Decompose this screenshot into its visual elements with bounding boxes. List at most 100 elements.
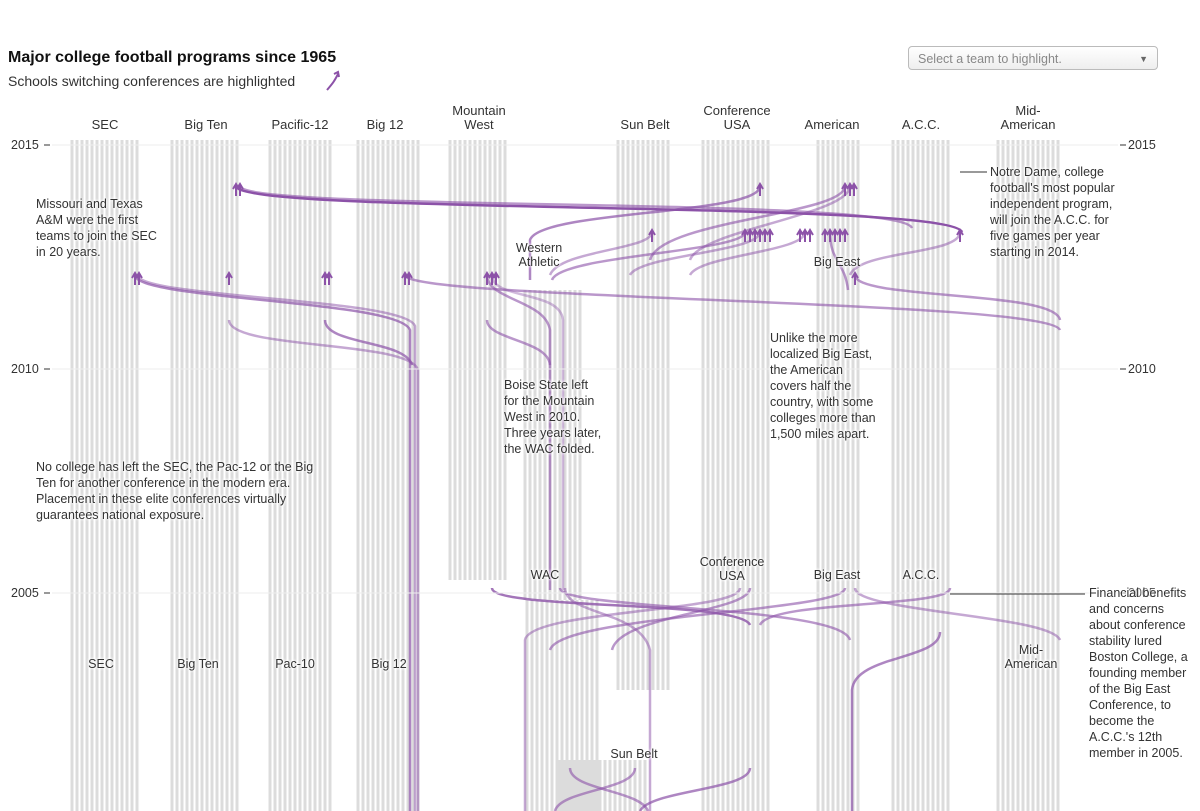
switch-line xyxy=(550,231,747,281)
annotation-line: football's most popular xyxy=(990,181,1115,195)
column-header: A.C.C. xyxy=(901,117,941,132)
select-caret: ▼ xyxy=(1139,54,1148,64)
switch-line xyxy=(610,587,752,651)
annotation-line: Boston College, a xyxy=(1089,650,1188,664)
chart-subtitle: Schools switching conferences are highli… xyxy=(8,73,296,89)
annotation-line: A&M were the first xyxy=(36,213,139,227)
annotation-line: West in 2010. xyxy=(504,410,581,424)
annotation-line: 1,500 miles apart. xyxy=(770,427,870,441)
period-label: WAC xyxy=(530,568,560,582)
period-label: Sun Belt xyxy=(610,747,658,761)
column-header: Big 12 xyxy=(366,117,404,132)
annotation-line: in 20 years. xyxy=(36,245,101,259)
column-header: Conference USA xyxy=(703,103,771,132)
switch-line xyxy=(528,185,762,280)
switch-arrow xyxy=(325,271,333,285)
annotation-line: the WAC folded. xyxy=(504,442,595,456)
switch-arrow xyxy=(766,228,774,242)
switch-arrow xyxy=(492,271,500,285)
period-label: Conference xyxy=(699,555,765,569)
switch-arrow xyxy=(756,182,764,196)
period-label: Big Ten xyxy=(177,657,219,671)
switch-line xyxy=(848,231,962,276)
period-label: Big 12 xyxy=(371,657,407,671)
annotation-line: Ten for another conference in the modern… xyxy=(36,476,291,490)
switch-line xyxy=(523,587,742,811)
column-header: Mid-American xyxy=(1000,103,1056,132)
y-tick-label: 2010 xyxy=(1128,362,1156,376)
annotation-line: guarantees national exposure. xyxy=(36,508,205,522)
switch-line xyxy=(548,587,847,651)
period-label: Western xyxy=(515,241,563,255)
leader-lines xyxy=(950,171,1085,595)
team-select[interactable]: Select a team to highlight. ▼ xyxy=(908,46,1158,70)
switch-line xyxy=(568,767,650,811)
switch-line xyxy=(553,767,637,811)
period-label: Big East xyxy=(813,255,861,269)
annotation-line: of the Big East xyxy=(1089,682,1171,696)
chart-title: Major college football programs since 19… xyxy=(8,49,337,66)
tracks xyxy=(70,140,1060,811)
period-label: Mid- xyxy=(1018,643,1044,657)
column-header: American xyxy=(804,117,860,132)
column-header: Sun Belt xyxy=(620,117,670,132)
annotation-line: Three years later, xyxy=(504,426,602,440)
switch-line xyxy=(490,587,752,626)
switch-arrow xyxy=(236,182,244,196)
switch-arrow xyxy=(851,271,859,285)
switch-lines xyxy=(133,184,1062,811)
annotation-line: covers half the xyxy=(770,379,852,393)
period-label: Pac-10 xyxy=(275,657,315,671)
annotation-line: Financial benefits xyxy=(1089,586,1187,600)
annotation-line: become the xyxy=(1089,714,1155,728)
annotation-line: independent program, xyxy=(990,197,1113,211)
switch-arrow xyxy=(850,182,858,196)
annotation-line: colleges more than xyxy=(770,411,876,425)
annotation-line: starting in 2014. xyxy=(990,245,1079,259)
annotation-line: about conference xyxy=(1089,618,1186,632)
switch-line xyxy=(648,185,847,261)
switch-line xyxy=(548,231,654,276)
y-tick-label: 2015 xyxy=(1128,138,1156,152)
annotation-line: and concerns xyxy=(1089,602,1165,616)
annotation-line: localized Big East, xyxy=(770,347,873,361)
period-label: USA xyxy=(719,569,745,583)
annotation-line: stability lured xyxy=(1089,634,1162,648)
annotation-line: Placement in these elite conferences vir… xyxy=(36,492,287,506)
switch-line xyxy=(136,274,417,811)
annotation-line: Missouri and Texas xyxy=(36,197,143,211)
switch-arrow xyxy=(841,228,849,242)
legend-icon xyxy=(326,70,340,91)
switch-arrow xyxy=(135,271,143,285)
switch-line xyxy=(850,631,942,811)
y-tick-label: 2010 xyxy=(11,362,39,376)
switch-arrow xyxy=(806,228,814,242)
switch-line xyxy=(638,767,752,811)
annotation-line: Conference, to xyxy=(1089,698,1171,712)
annotation-line: Notre Dame, college xyxy=(990,165,1104,179)
period-label: American xyxy=(1004,657,1058,671)
annotation-line: Boise State left xyxy=(504,378,589,392)
switch-arrow xyxy=(225,271,233,285)
annotation-line: teams to join the SEC xyxy=(36,229,157,243)
y-tick-label: 2005 xyxy=(1128,586,1156,600)
switch-arrow xyxy=(956,228,964,242)
annotation-line: A.C.C.'s 12th xyxy=(1089,730,1163,744)
switch-line xyxy=(227,319,420,811)
switch-line xyxy=(133,274,412,811)
switch-line xyxy=(853,587,1062,641)
annotation-line: member in 2005. xyxy=(1089,746,1183,760)
period-label: Athletic xyxy=(518,255,560,269)
y-tick-label: 2005 xyxy=(11,586,39,600)
switch-line xyxy=(558,587,852,641)
switch-line xyxy=(853,274,1062,321)
switch-line xyxy=(688,185,852,261)
switch-line xyxy=(758,587,952,626)
annotation-line: will join the A.C.C. for xyxy=(990,213,1109,227)
period-label: Big East xyxy=(813,568,861,582)
switch-line xyxy=(485,319,552,366)
switch-arrow xyxy=(405,271,413,285)
annotation-line: Unlike the more xyxy=(770,331,858,345)
annotation-line: No college has left the SEC, the Pac-12 … xyxy=(36,460,314,474)
